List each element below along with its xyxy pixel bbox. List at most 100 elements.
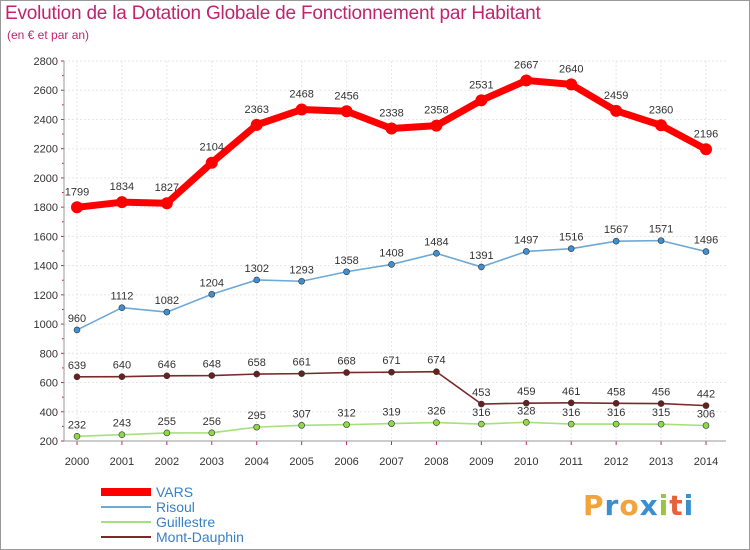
data-point-mont-dauphin xyxy=(567,399,575,407)
y-tick-label: 800 xyxy=(40,348,58,360)
data-point-risoul xyxy=(343,268,350,276)
data-label-vars: 2363 xyxy=(244,104,268,116)
data-label-risoul: 1358 xyxy=(334,255,358,267)
data-point-mont-dauphin xyxy=(343,369,350,376)
data-point-risoul xyxy=(433,250,440,257)
data-point-mont-dauphin xyxy=(118,373,126,380)
data-point-guillestre xyxy=(388,420,395,427)
data-label-vars: 2459 xyxy=(604,90,628,102)
data-label-risoul: 960 xyxy=(68,313,86,325)
logo-letter: x xyxy=(639,489,659,522)
legend-label-vars: VARS xyxy=(156,484,193,500)
y-tick-label: 1000 xyxy=(34,319,58,331)
data-label-mont-dauphin: 458 xyxy=(607,386,625,398)
data-point-vars xyxy=(655,119,668,132)
data-label-vars: 2667 xyxy=(514,59,538,71)
data-label-guillestre: 315 xyxy=(652,407,670,419)
data-point-mont-dauphin xyxy=(163,372,171,380)
data-point-risoul xyxy=(702,248,710,255)
data-point-risoul xyxy=(298,277,305,285)
data-point-mont-dauphin xyxy=(612,399,620,407)
data-point-vars xyxy=(115,196,128,209)
x-tick-label: 2008 xyxy=(424,456,448,468)
data-label-vars: 2196 xyxy=(694,128,718,140)
data-point-guillestre xyxy=(478,420,485,428)
data-point-mont-dauphin xyxy=(298,370,305,377)
data-point-risoul xyxy=(388,261,395,268)
data-label-mont-dauphin: 648 xyxy=(203,359,221,371)
x-tick-label: 2002 xyxy=(155,456,179,468)
data-point-mont-dauphin xyxy=(388,368,395,376)
y-tick-label: 2800 xyxy=(34,56,58,68)
data-point-mont-dauphin xyxy=(478,400,485,408)
data-point-risoul xyxy=(208,290,216,298)
data-label-risoul: 1391 xyxy=(469,250,493,262)
x-tick-label: 2003 xyxy=(200,456,224,468)
data-point-risoul xyxy=(118,304,126,312)
data-label-risoul: 1497 xyxy=(514,234,538,246)
y-tick-label: 2000 xyxy=(34,173,58,185)
data-point-vars xyxy=(295,103,308,116)
data-label-vars: 1834 xyxy=(110,181,134,193)
x-tick-label: 2014 xyxy=(694,456,718,468)
data-label-risoul: 1204 xyxy=(200,277,224,289)
data-label-guillestre: 243 xyxy=(113,418,131,430)
data-point-risoul xyxy=(253,276,261,284)
data-label-risoul: 1484 xyxy=(424,236,448,248)
data-label-risoul: 1082 xyxy=(155,295,179,307)
data-label-guillestre: 319 xyxy=(382,407,400,419)
data-label-risoul: 1408 xyxy=(379,247,403,259)
x-tick-label: 2004 xyxy=(244,456,268,468)
y-tick-label: 2600 xyxy=(34,85,58,97)
data-label-vars: 2104 xyxy=(200,142,224,154)
data-label-mont-dauphin: 459 xyxy=(517,386,535,398)
data-label-mont-dauphin: 674 xyxy=(427,355,445,367)
data-point-mont-dauphin xyxy=(73,373,81,381)
data-point-guillestre xyxy=(253,423,261,431)
data-label-guillestre: 328 xyxy=(517,405,535,417)
data-label-risoul: 1496 xyxy=(694,235,718,247)
data-point-mont-dauphin xyxy=(253,370,261,378)
data-label-guillestre: 295 xyxy=(248,410,266,422)
data-point-mont-dauphin xyxy=(522,399,530,407)
data-label-vars: 2360 xyxy=(649,104,673,116)
legend-label-mont-dauphin: Mont-Dauphin xyxy=(156,529,244,545)
data-point-vars xyxy=(430,119,443,132)
data-label-mont-dauphin: 456 xyxy=(652,387,670,399)
data-label-guillestre: 316 xyxy=(472,407,490,419)
data-point-vars xyxy=(565,78,578,91)
data-label-vars: 2531 xyxy=(469,79,493,91)
data-label-risoul: 1567 xyxy=(604,224,628,236)
y-tick-label: 200 xyxy=(40,436,58,448)
chart-subtitle: (en € et par an) xyxy=(7,28,90,42)
data-label-mont-dauphin: 671 xyxy=(382,355,400,367)
data-label-mont-dauphin: 442 xyxy=(697,389,715,401)
logo-letter: t xyxy=(669,489,684,522)
x-tick-label: 2013 xyxy=(649,456,673,468)
data-point-guillestre xyxy=(522,418,530,426)
y-tick-label: 1200 xyxy=(34,290,58,302)
data-label-mont-dauphin: 453 xyxy=(472,387,490,399)
y-tick-label: 600 xyxy=(40,378,58,390)
data-label-vars: 2640 xyxy=(559,63,583,75)
x-tick-label: 2005 xyxy=(289,456,313,468)
data-point-mont-dauphin xyxy=(433,368,440,376)
data-label-mont-dauphin: 661 xyxy=(292,357,310,369)
data-point-guillestre xyxy=(702,422,710,429)
data-label-risoul: 1293 xyxy=(289,264,313,276)
data-point-vars xyxy=(475,94,488,107)
data-point-vars xyxy=(160,197,173,210)
data-label-risoul: 1302 xyxy=(244,263,268,275)
data-point-guillestre xyxy=(612,420,620,428)
data-point-guillestre xyxy=(567,420,575,428)
data-label-vars: 1799 xyxy=(65,186,89,198)
data-label-mont-dauphin: 639 xyxy=(68,360,86,372)
x-tick-label: 2007 xyxy=(379,456,403,468)
data-label-mont-dauphin: 658 xyxy=(248,357,266,369)
data-label-mont-dauphin: 461 xyxy=(562,386,580,398)
data-point-risoul xyxy=(478,263,485,271)
data-point-risoul xyxy=(522,248,530,255)
logo-letter: i xyxy=(658,489,670,522)
